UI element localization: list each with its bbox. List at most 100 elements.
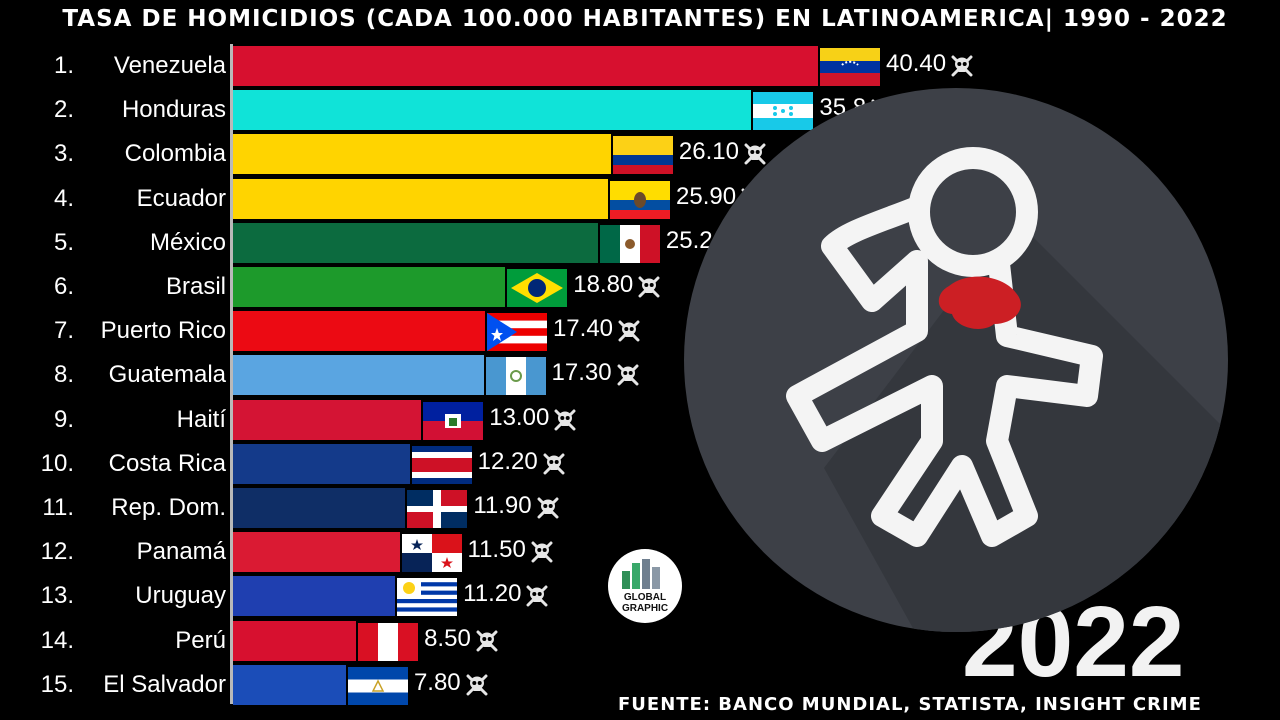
crime-scene-body-outline-icon [684,88,1228,632]
logo-bars-icon [622,559,668,589]
bar [233,355,484,396]
rank-label: 9. [53,405,74,433]
global-graphic-logo: GLOBAL GRAPHIC [608,549,682,623]
bar [233,46,818,86]
value-label: 25.2 [665,226,713,254]
bar [233,134,611,175]
flag-peru-icon [358,622,419,661]
chart-row: 8. Guatemala 17.30 [0,353,1280,397]
chart-row: 1. Venezuela 40.40 [0,44,1280,88]
country-label: Costa Rica [108,449,226,477]
flag-guatemala-icon [485,357,546,396]
rank-label: 14. [40,626,74,654]
bar [233,399,422,440]
country-label: El Salvador [103,670,226,698]
skull-crossbones-icon [553,409,577,431]
country-label: México [149,228,226,256]
flag-costarica-icon [411,445,472,484]
value-label: 40.40 [886,50,947,77]
country-label: Puerto Rico [100,317,226,345]
country-label: Uruguay [135,582,226,610]
flag-uruguay-icon [397,578,458,617]
skull-crossbones-icon [530,541,554,563]
skull-crossbones-icon [536,497,560,519]
bar [233,443,410,484]
value-label: 11.20 [463,580,522,608]
rank-label: 15. [40,670,74,698]
flag-elsalvador-icon [347,666,408,705]
bar [233,664,346,705]
value-label: 13.00 [489,403,550,431]
value-label: 26.10 [678,138,739,166]
country-label: Colombia [124,140,226,168]
source-text: FUENTE: BANCO MUNDIAL, STATISTA, INSIGHT… [618,694,1202,715]
chart-row: 3. Colombia 26.10 [0,132,1280,176]
rank-label: 10. [40,449,74,477]
rank-label: 7. [53,317,74,345]
rank-label: 8. [53,361,74,389]
bar [233,488,406,528]
chart-row: 5. México 25.2 [0,221,1280,265]
flag-panama-icon [401,534,462,573]
flag-repdom-icon [407,490,468,528]
chart-row: 10. Costa Rica 12.20 [0,442,1280,486]
flag-venezuela-icon [820,48,880,86]
skull-crossbones-icon [616,364,640,386]
flag-honduras-icon [753,92,814,131]
chart-row: 7. Puerto Rico 17.40 [0,309,1280,353]
country-label: Perú [175,626,226,654]
chart-row: 12. Panamá 11.50 [0,530,1280,574]
value-label: 11.90 [473,492,532,519]
bar [233,620,357,661]
rank-label: 13. [40,582,74,610]
country-label: Venezuela [113,52,226,79]
chart-row: 9. Haití 13.00 [0,398,1280,442]
flag-haiti-icon [423,401,484,440]
flag-mexico-icon [599,224,660,263]
chart-row: 11. Rep. Dom. 11.90 [0,486,1280,530]
country-label: Ecuador [136,184,226,212]
rank-label: 2. [53,96,74,124]
value-label: 8.50 [424,624,471,652]
skull-crossbones-icon [743,143,767,165]
skull-crossbones-icon [617,320,641,342]
country-label: Rep. Dom. [111,494,226,521]
chart-row: 13. Uruguay 11.20 [0,574,1280,618]
country-label: Honduras [121,96,226,124]
bar [233,311,485,352]
bar [233,90,752,131]
chart-row: 15. El Salvador 7.80 [0,663,1280,707]
bar [233,267,506,307]
skull-crossbones-icon [950,55,974,77]
rank-label: 11. [42,494,74,521]
flag-puertorico-icon [486,313,547,352]
flag-brasil-icon [507,269,568,307]
value-label: 12.20 [477,447,538,475]
skull-crossbones-icon [475,630,499,652]
skull-crossbones-icon [465,674,489,696]
bar [233,532,400,573]
chart-row: 6. Brasil 18.80 [0,265,1280,309]
logo-line-2: GRAPHIC [621,603,669,614]
rank-label: 6. [53,273,74,300]
chart-row: 14. Perú 8.50 [0,619,1280,663]
country-label: Brasil [165,273,226,300]
value-label: 25.90 [676,182,737,210]
country-label: Haití [176,405,226,433]
value-label: 18.80 [573,271,634,298]
rank-label: 12. [40,538,74,566]
value-label: 17.40 [552,315,614,343]
country-label: Guatemala [108,361,226,389]
axis-line [230,44,233,704]
bar [233,178,609,219]
chart-row: 2. Honduras 35.8 [0,88,1280,132]
rank-label: 5. [53,228,74,256]
bar [233,576,396,617]
rank-label: 3. [53,140,74,168]
flag-colombia-icon [612,136,673,175]
skull-crossbones-icon [542,453,566,475]
skull-crossbones-icon [525,585,549,607]
value-label: 7.80 [413,668,461,696]
chart-title: TASA DE HOMICIDIOS (CADA 100.000 HABITAN… [62,6,1228,32]
logo-line-1: GLOBAL [623,592,667,603]
